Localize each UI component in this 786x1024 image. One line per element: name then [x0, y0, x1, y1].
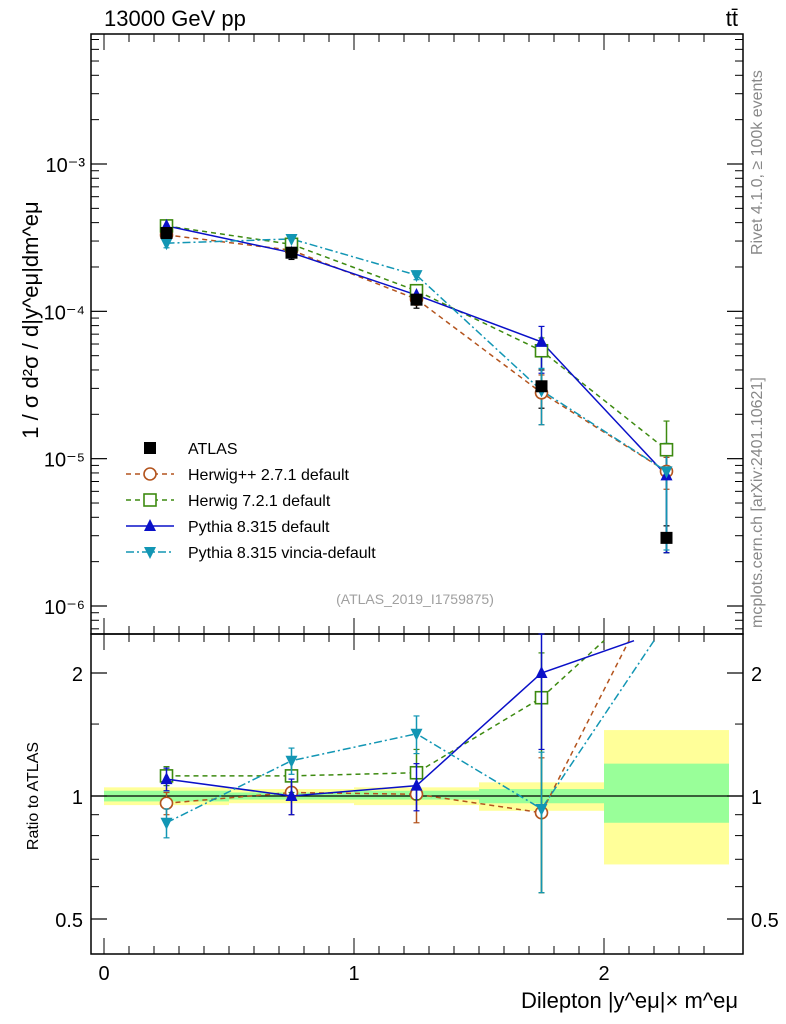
legend-marker — [143, 493, 157, 507]
ratio-series-line — [166, 639, 635, 797]
main-point — [660, 531, 673, 544]
legend: ATLAS Herwig++ 2.7.1 default Herwig 7.2.1 … — [126, 441, 376, 562]
ratio-y-tick-label: 0.5 — [55, 910, 83, 932]
legend-label: ATLAS — [188, 441, 238, 458]
x-tick-label: 1 — [348, 963, 359, 985]
main-point — [160, 238, 173, 251]
ratio-y-axis-label: Ratio to ATLAS — [25, 742, 42, 850]
main-point — [410, 293, 423, 306]
ratio-point — [410, 778, 423, 791]
main-point — [535, 334, 548, 347]
ratio-y-tick-label: 1 — [72, 787, 83, 809]
ratio-series-line — [166, 640, 605, 777]
legend-marker — [144, 519, 156, 531]
energy-label: 13000 GeV pp — [104, 6, 246, 31]
main-panel-series — [159, 218, 674, 554]
main-point — [285, 233, 298, 246]
main-y-axis-label: 1 / σ d²σ / d|y^eμ|dm^eμ — [18, 201, 43, 438]
x-axis-label: Dilepton |y^eμ|× m^eμ — [521, 988, 738, 1013]
ratio-panel-ticks: 0.5 0.5 1 1 2 2 0 1 2 — [55, 634, 779, 985]
legend-marker — [144, 442, 156, 454]
ratio-point — [160, 817, 173, 830]
ratio-point — [159, 796, 174, 811]
ratio-point — [285, 755, 298, 768]
mcplots-label: mcplots.cern.ch [arXiv:2401.10621] — [749, 377, 766, 628]
ratio-point — [160, 772, 173, 785]
ratio-series-3 — [160, 640, 655, 894]
legend-label: Herwig 7.2.1 default — [188, 493, 331, 510]
legend-label: Pythia 8.315 vincia-default — [188, 545, 376, 562]
main-point — [410, 270, 423, 283]
ratio-point — [285, 789, 298, 801]
ratio-series-0 — [159, 640, 630, 894]
main-series-line — [166, 234, 667, 472]
ratio-y-tick-label-right: 0.5 — [751, 910, 779, 932]
legend-marker — [143, 467, 157, 481]
main-series-line — [166, 238, 667, 472]
main-point — [285, 246, 298, 259]
main-series-line — [166, 225, 667, 451]
x-tick-label: 0 — [98, 963, 109, 985]
ratio-series-2 — [160, 633, 635, 816]
ratio-point — [535, 666, 548, 678]
legend-label: Pythia 8.315 default — [188, 519, 330, 536]
ratio-point — [535, 803, 548, 816]
main-y-tick-label: 10⁻³ — [46, 155, 86, 177]
main-y-tick-label: 10⁻⁴ — [44, 302, 85, 324]
ratio-y-tick-label-right: 1 — [751, 787, 762, 809]
main-panel-frame — [90, 33, 744, 635]
main-series-line — [166, 225, 668, 476]
ratio-y-tick-label: 2 — [72, 664, 83, 686]
main-point — [659, 442, 674, 457]
ratio-inner-band — [604, 763, 729, 823]
process-label: tt̄ — [726, 6, 738, 31]
main-point — [160, 227, 173, 240]
main-point — [535, 380, 548, 393]
ratio-point — [410, 728, 423, 741]
analysis-id-label: (ATLAS_2019_I1759875) — [336, 591, 494, 607]
ratio-series-1 — [159, 640, 605, 894]
ratio-panel-series — [159, 633, 655, 894]
main-point — [660, 466, 673, 479]
x-tick-label: 2 — [598, 963, 609, 985]
legend-marker — [144, 547, 156, 559]
ratio-y-tick-label-right: 2 — [751, 664, 762, 686]
main-y-tick-label: 10⁻⁶ — [44, 597, 85, 619]
rivet-label: Rivet 4.1.0, ≥ 100k events — [749, 70, 766, 255]
legend-label: Herwig++ 2.7.1 default — [188, 467, 350, 484]
main-y-tick-label: 10⁻⁵ — [44, 450, 85, 472]
ratio-series-line — [166, 640, 630, 814]
main-series-1 — [163, 230, 670, 490]
main-panel-ticks: 10⁻⁶ 10⁻⁵ 10⁻⁴ 10⁻³ — [44, 34, 743, 634]
ratio-panel-frame — [90, 633, 744, 955]
